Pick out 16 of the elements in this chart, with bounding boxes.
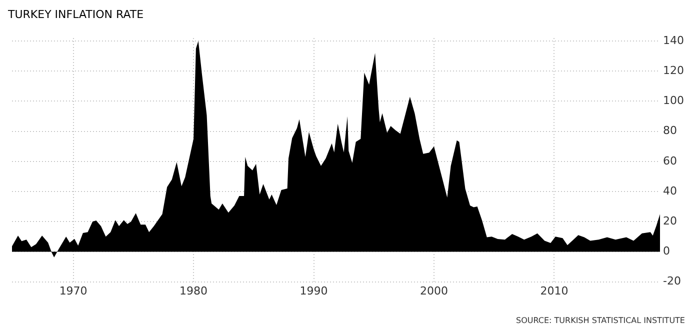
x-tick-label: 1970 (59, 284, 88, 298)
y-tick-label: 140 (663, 34, 684, 47)
x-tick-label: 2000 (420, 284, 448, 298)
source-note: SOURCE: TURKISH STATISTICAL INSTITUTE (516, 316, 685, 325)
x-tick-label: 1980 (180, 284, 208, 298)
y-tick-label: -20 (663, 274, 681, 288)
y-tick-label: 0 (663, 244, 670, 258)
y-tick-label: 60 (663, 154, 678, 168)
x-tick-label: 1990 (300, 284, 328, 298)
y-tick-label: 120 (663, 64, 684, 77)
y-tick-label: 80 (663, 124, 678, 138)
chart-title: TURKEY INFLATION RATE (8, 8, 144, 21)
y-tick-label: 40 (663, 184, 678, 198)
y-tick-label: 100 (663, 94, 684, 108)
y-tick-label: 20 (663, 214, 678, 228)
x-tick-label: 2010 (540, 284, 568, 298)
